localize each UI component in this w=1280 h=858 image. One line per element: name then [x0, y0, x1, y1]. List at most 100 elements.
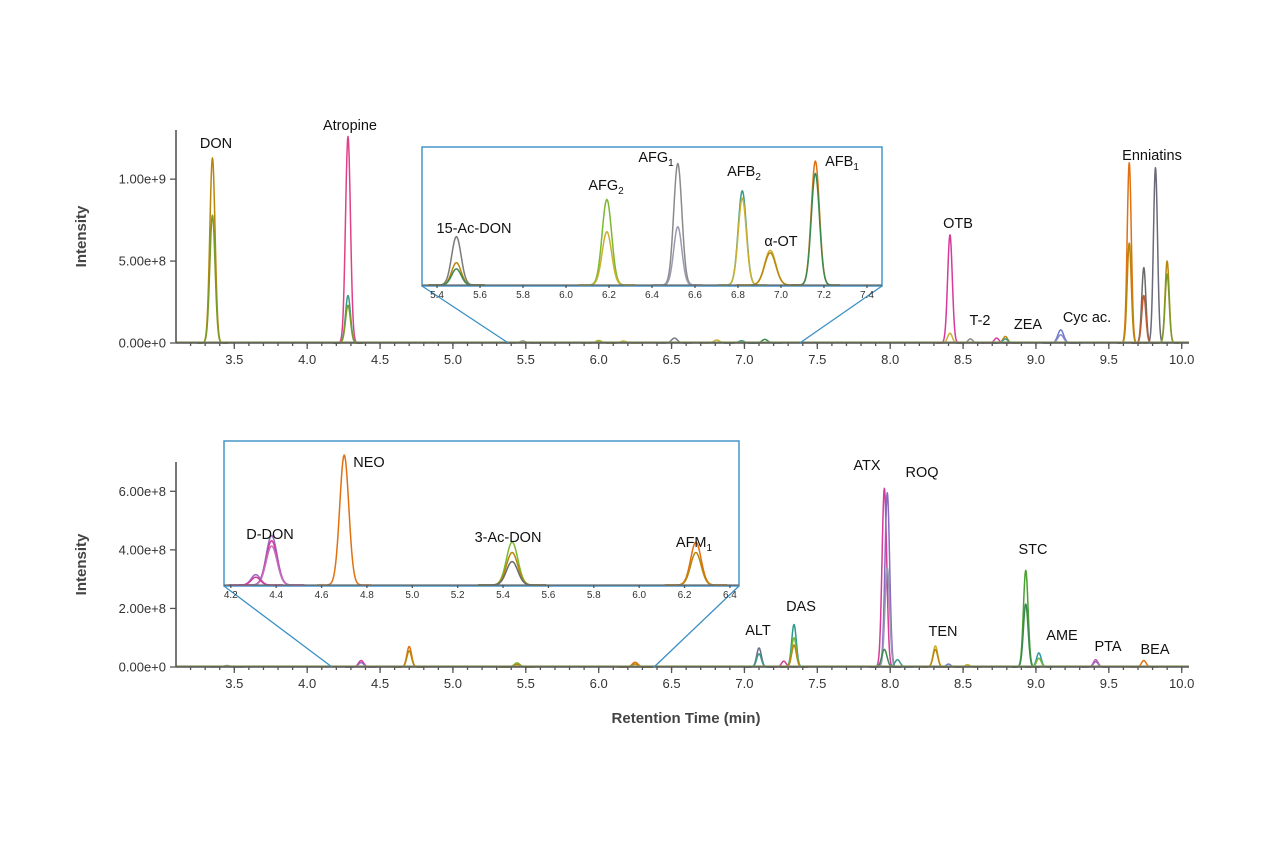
trace-rt-4-7-1	[394, 650, 424, 668]
x-tick-label: 9.5	[1100, 676, 1118, 691]
inset-top: 5.4 5.6 5.8 6.0 6.2 6.4 6.6 6.8 7.0 7.2 7.4 15-Ac-D…	[421, 146, 883, 301]
trace-ame-0	[1024, 652, 1054, 668]
inset-x-tick-label: 4.8	[360, 590, 374, 601]
inset-x-tick-label: 6.4	[723, 590, 737, 601]
inset-peak-label-afb2: AFB2	[727, 164, 761, 183]
zoom-leader-right	[799, 285, 883, 344]
peak-label-stc: STC	[1019, 542, 1048, 558]
inset-x-tick-label: 5.8	[516, 290, 530, 301]
inset-x-tick-label: 6.6	[688, 290, 702, 301]
trace-atropine-2	[332, 304, 364, 344]
x-tick-label: 8.5	[954, 352, 972, 367]
peak-label-ame: AME	[1046, 628, 1078, 644]
x-tick-label: 5.5	[517, 676, 535, 691]
inset-peak-label-ot: α-OT	[764, 234, 797, 250]
zoom-leader-right	[653, 585, 740, 668]
peak-label-otb: OTB	[943, 216, 973, 232]
trace-ten-1	[920, 648, 950, 668]
trace-stc-1	[1011, 603, 1041, 668]
chart-panel-top: 3.5 4.0 4.5 5.0 5.5 6.0 6.5 7.0 7.5 8.0 8.5 9.0 9.5 1…	[73, 118, 1194, 367]
inset-peak-label-15-ac-don: 15-Ac-DON	[437, 221, 512, 237]
inset-x-tick-label: 4.6	[315, 590, 329, 601]
inset-peak-label-afg2: AFG2	[588, 178, 624, 197]
trace-atropine-1	[332, 294, 364, 344]
inset-x-tick-label: 6.8	[731, 290, 745, 301]
trace-cyc-ac-0	[1042, 329, 1079, 344]
x-tick-label: 4.0	[298, 352, 316, 367]
inset-x-tick-label: 5.6	[541, 590, 555, 601]
x-tick-label: 6.5	[663, 676, 681, 691]
y-tick-label: 2.00e+8	[119, 601, 166, 616]
inset-x-tick-label: 6.0	[559, 290, 573, 301]
x-tick-label: 3.5	[225, 352, 243, 367]
peak-label-das: DAS	[786, 599, 816, 615]
y-tick-label: 0.00e+0	[119, 660, 166, 675]
x-tick-label: 3.5	[225, 676, 243, 691]
inset-x-tick-label: 6.2	[678, 590, 692, 601]
y-tick-label: 1.00e+9	[119, 172, 166, 187]
inset-x-tick-label: 6.2	[602, 290, 616, 301]
trace-atropine-0	[332, 135, 364, 344]
inset-peak-label-d-don: D-DON	[246, 527, 294, 543]
inset-x-tick-label: 4.2	[224, 590, 238, 601]
x-tick-label: 8.0	[881, 676, 899, 691]
peak-label-enniatins: Enniatins	[1122, 148, 1182, 164]
x-tick-label: 5.0	[444, 352, 462, 367]
inset-bottom: 4.2 4.4 4.6 4.8 5.0 5.2 5.4 5.6 5.8 6.0 6.2 6.4 D-DO…	[223, 440, 740, 601]
inset-x-tick-label: 6.0	[632, 590, 646, 601]
x-tick-label: 7.0	[735, 352, 753, 367]
peak-label-atx: ATX	[853, 458, 880, 474]
trace-don-0	[196, 157, 229, 344]
y-tick-label: 4.00e+8	[119, 542, 166, 557]
peak-label-roq: ROQ	[905, 465, 938, 481]
peak-label-cyc-ac: Cyc ac.	[1063, 310, 1111, 326]
x-tick-label: 10.0	[1169, 676, 1194, 691]
inset-peak-label-afb1: AFB1	[825, 154, 859, 173]
x-tick-label: 7.5	[808, 676, 826, 691]
inset-x-tick-label: 7.2	[817, 290, 831, 301]
x-tick-label: 5.5	[517, 352, 535, 367]
inset-frame	[223, 440, 740, 587]
x-tick-label: 8.5	[954, 676, 972, 691]
zoom-leader-left	[421, 285, 509, 344]
inset-x-tick-label: 6.4	[645, 290, 659, 301]
peak-label-ten: TEN	[929, 624, 958, 640]
x-tick-label: 6.0	[590, 676, 608, 691]
inset-peak-label-neo: NEO	[353, 455, 384, 471]
y-axis-title: Intensity	[73, 205, 90, 267]
trace-rt-4-7-0	[394, 645, 424, 668]
y-tick-label: 0.00e+0	[119, 336, 166, 351]
trace-alt-0	[744, 647, 774, 668]
peak-label-alt: ALT	[745, 623, 771, 639]
x-tick-label: 4.0	[298, 676, 316, 691]
trace-enniatins-0	[1116, 162, 1142, 344]
peak-label-atropine: Atropine	[323, 118, 377, 134]
x-tick-label: 6.0	[590, 352, 608, 367]
trace-rt-7-96-0	[868, 648, 901, 668]
trace-alt-1	[744, 653, 774, 668]
trace-otb-0	[935, 234, 965, 344]
trace-stc-0	[1011, 569, 1041, 668]
x-tick-label: 7.5	[808, 352, 826, 367]
peak-label-zea: ZEA	[1014, 317, 1043, 333]
inset-x-tick-label: 7.0	[774, 290, 788, 301]
inset-x-tick-label: 5.2	[451, 590, 465, 601]
x-tick-label: 8.0	[881, 352, 899, 367]
inset-frame	[421, 146, 883, 287]
x-tick-label: 7.0	[735, 676, 753, 691]
x-tick-label: 4.5	[371, 352, 389, 367]
x-tick-label: 9.0	[1027, 352, 1045, 367]
inset-x-tick-label: 5.4	[496, 590, 510, 601]
inset-x-tick-label: 5.6	[473, 290, 487, 301]
inset-x-tick-label: 5.8	[587, 590, 601, 601]
x-tick-label: 9.5	[1100, 352, 1118, 367]
inset-x-tick-label: 5.0	[405, 590, 419, 601]
x-tick-label: 5.0	[444, 676, 462, 691]
trace-das-2	[779, 644, 809, 668]
peak-label-bea: BEA	[1140, 642, 1169, 658]
peak-label-don: DON	[200, 136, 232, 152]
peak-label-pta: PTA	[1094, 639, 1121, 655]
trace-das-1	[779, 636, 809, 668]
